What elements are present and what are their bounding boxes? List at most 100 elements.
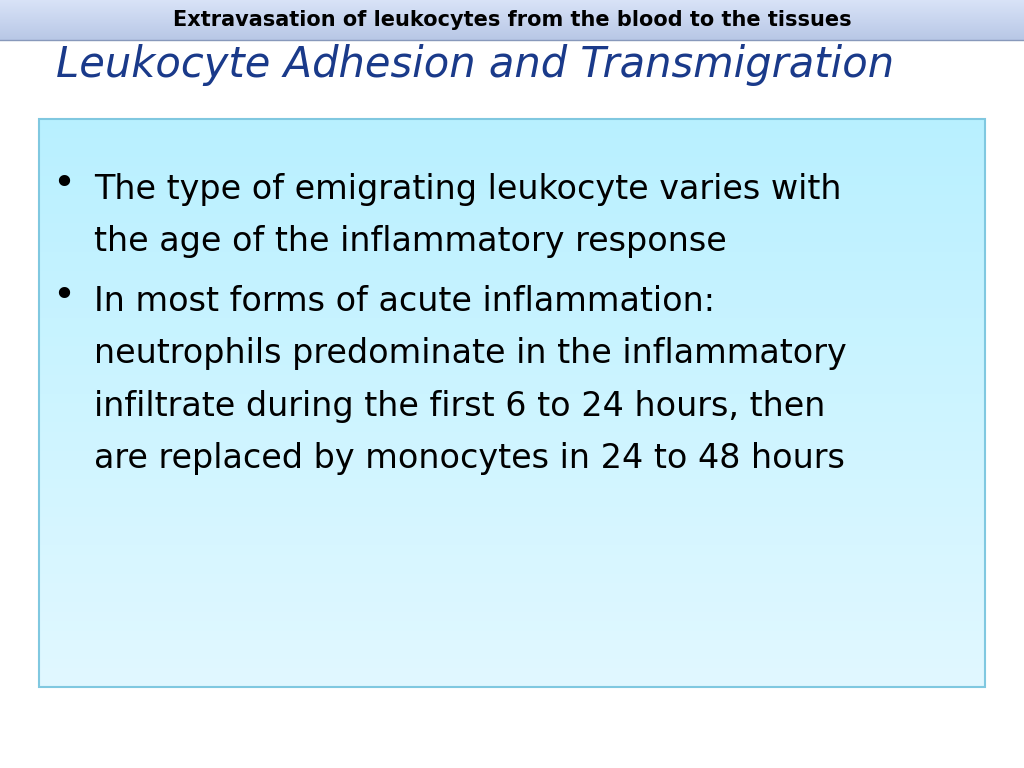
Bar [39, 469, 985, 479]
Bar [0, 14, 1024, 15]
Bar [39, 299, 985, 309]
Bar [39, 631, 985, 640]
Bar [39, 270, 985, 280]
Bar [39, 650, 985, 659]
Bar [39, 195, 985, 204]
Bar [0, 37, 1024, 38]
Bar [39, 147, 985, 157]
Bar [39, 640, 985, 650]
Text: •: • [52, 165, 75, 203]
Bar [39, 593, 985, 602]
Bar [0, 15, 1024, 16]
Bar [39, 498, 985, 508]
Bar [39, 554, 985, 564]
Bar [0, 6, 1024, 7]
Bar [39, 403, 985, 412]
Bar [0, 39, 1024, 40]
Bar [0, 18, 1024, 19]
Bar [0, 23, 1024, 24]
Bar [39, 479, 985, 488]
Bar [39, 488, 985, 498]
Bar [0, 0, 1024, 1]
Bar [39, 375, 985, 384]
Bar [0, 7, 1024, 8]
Bar [0, 9, 1024, 10]
Bar [39, 327, 985, 337]
Bar [0, 1, 1024, 2]
Text: In most forms of acute inflammation:: In most forms of acute inflammation: [94, 285, 715, 318]
Bar [39, 545, 985, 554]
Bar [39, 659, 985, 668]
Bar [39, 176, 985, 185]
Bar [0, 21, 1024, 22]
Bar [39, 611, 985, 621]
Text: neutrophils predominate in the inflammatory: neutrophils predominate in the inflammat… [94, 337, 847, 370]
Bar [39, 508, 985, 517]
Bar [0, 16, 1024, 17]
Text: are replaced by monocytes in 24 to 48 hours: are replaced by monocytes in 24 to 48 ho… [94, 442, 845, 475]
Bar [39, 309, 985, 318]
Bar [39, 290, 985, 299]
Bar [39, 356, 985, 366]
Bar [0, 30, 1024, 31]
Bar [39, 536, 985, 545]
Bar [39, 280, 985, 290]
Bar [0, 10, 1024, 11]
Bar [0, 13, 1024, 14]
Text: the age of the inflammatory response: the age of the inflammatory response [94, 225, 727, 258]
Bar [39, 460, 985, 469]
Bar [39, 678, 985, 687]
Bar [0, 35, 1024, 36]
Bar [0, 34, 1024, 35]
Bar [0, 20, 1024, 21]
Bar [0, 31, 1024, 32]
Bar [0, 8, 1024, 9]
Bar [0, 19, 1024, 20]
Bar [39, 214, 985, 223]
Bar [0, 12, 1024, 13]
Bar [0, 3, 1024, 4]
Text: Extravasation of leukocytes from the blood to the tissues: Extravasation of leukocytes from the blo… [173, 10, 851, 30]
Bar [0, 33, 1024, 34]
Bar [39, 223, 985, 233]
Bar [39, 337, 985, 346]
Text: Leukocyte Adhesion and Transmigration: Leukocyte Adhesion and Transmigration [56, 45, 894, 86]
Bar [39, 412, 985, 422]
Text: infiltrate during the first 6 to 24 hours, then: infiltrate during the first 6 to 24 hour… [94, 389, 825, 422]
Bar [39, 157, 985, 167]
Text: •: • [52, 277, 75, 316]
Bar [39, 432, 985, 441]
Bar [0, 26, 1024, 27]
Bar [39, 384, 985, 394]
Bar [0, 2, 1024, 3]
Bar [39, 167, 985, 176]
Bar [0, 32, 1024, 33]
Bar [39, 451, 985, 460]
Bar [0, 25, 1024, 26]
Bar [39, 422, 985, 432]
Bar [39, 668, 985, 678]
Bar [39, 252, 985, 261]
Bar [0, 27, 1024, 28]
Bar [0, 36, 1024, 37]
Bar [39, 366, 985, 375]
Bar [0, 22, 1024, 23]
Bar [39, 138, 985, 147]
Bar [39, 564, 985, 574]
Bar [0, 38, 1024, 39]
Text: The type of emigrating leukocyte varies with: The type of emigrating leukocyte varies … [94, 173, 842, 206]
Bar [39, 441, 985, 451]
Bar [0, 4, 1024, 5]
Bar [0, 29, 1024, 30]
Bar [39, 583, 985, 593]
Bar [39, 621, 985, 631]
Bar [39, 261, 985, 270]
Bar [39, 185, 985, 195]
Bar [39, 346, 985, 356]
Bar [0, 17, 1024, 18]
Bar [39, 574, 985, 583]
Bar [39, 517, 985, 526]
Bar [0, 24, 1024, 25]
Bar [39, 233, 985, 242]
Bar [39, 394, 985, 403]
